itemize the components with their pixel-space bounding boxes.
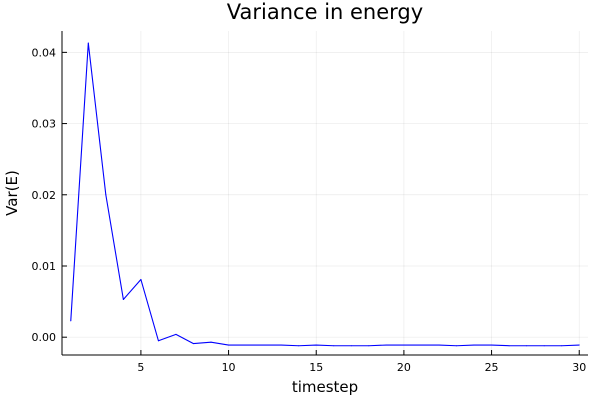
x-tick-label: 30 bbox=[572, 361, 586, 374]
data-point bbox=[368, 345, 370, 347]
data-point bbox=[245, 344, 247, 346]
data-point bbox=[298, 345, 300, 347]
data-point bbox=[333, 345, 335, 347]
series-layer bbox=[70, 42, 580, 347]
data-point bbox=[438, 344, 440, 346]
x-axis-ticks: 5 10 15 20 25 30 bbox=[137, 350, 586, 374]
data-point bbox=[543, 345, 545, 347]
y-tick-label: 0.00 bbox=[32, 331, 57, 344]
x-axis-label: timestep bbox=[292, 378, 358, 396]
x-tick-label: 20 bbox=[397, 361, 411, 374]
data-point bbox=[473, 344, 475, 346]
data-point bbox=[456, 345, 457, 347]
y-axis-label: Var(E) bbox=[3, 170, 21, 216]
y-tick-label: 0.04 bbox=[32, 46, 57, 59]
x-tick-label: 25 bbox=[485, 361, 499, 374]
data-point bbox=[157, 340, 159, 342]
y-tick-label: 0.03 bbox=[32, 118, 57, 131]
data-point bbox=[508, 345, 510, 347]
data-point bbox=[280, 344, 282, 346]
data-point bbox=[420, 344, 422, 346]
data-point bbox=[193, 343, 194, 345]
data-point bbox=[350, 345, 352, 347]
x-tick-label: 5 bbox=[137, 361, 144, 374]
x-tick-label: 15 bbox=[309, 361, 323, 374]
data-point bbox=[210, 341, 212, 343]
data-point bbox=[491, 344, 493, 346]
y-tick-label: 0.01 bbox=[32, 260, 57, 273]
x-tick-label: 10 bbox=[222, 361, 236, 374]
data-point bbox=[526, 345, 528, 347]
y-tick-label: 0.02 bbox=[32, 189, 57, 202]
grid-lines bbox=[62, 31, 588, 355]
data-point bbox=[140, 279, 142, 281]
data-point bbox=[105, 194, 107, 196]
series-line bbox=[70, 42, 580, 347]
data-point bbox=[315, 344, 317, 346]
y-axis-ticks: 0.00 0.01 0.02 0.03 0.04 bbox=[32, 46, 67, 344]
data-point bbox=[263, 344, 265, 346]
data-point bbox=[70, 320, 72, 322]
data-point bbox=[561, 345, 563, 347]
data-point bbox=[87, 42, 89, 44]
chart-title: Variance in energy bbox=[227, 0, 423, 24]
data-point bbox=[228, 344, 230, 346]
plot-frame bbox=[61, 31, 588, 356]
data-point bbox=[122, 298, 124, 300]
data-point bbox=[578, 344, 580, 346]
data-point bbox=[403, 344, 405, 346]
data-point bbox=[175, 333, 177, 335]
data-point bbox=[385, 344, 387, 346]
